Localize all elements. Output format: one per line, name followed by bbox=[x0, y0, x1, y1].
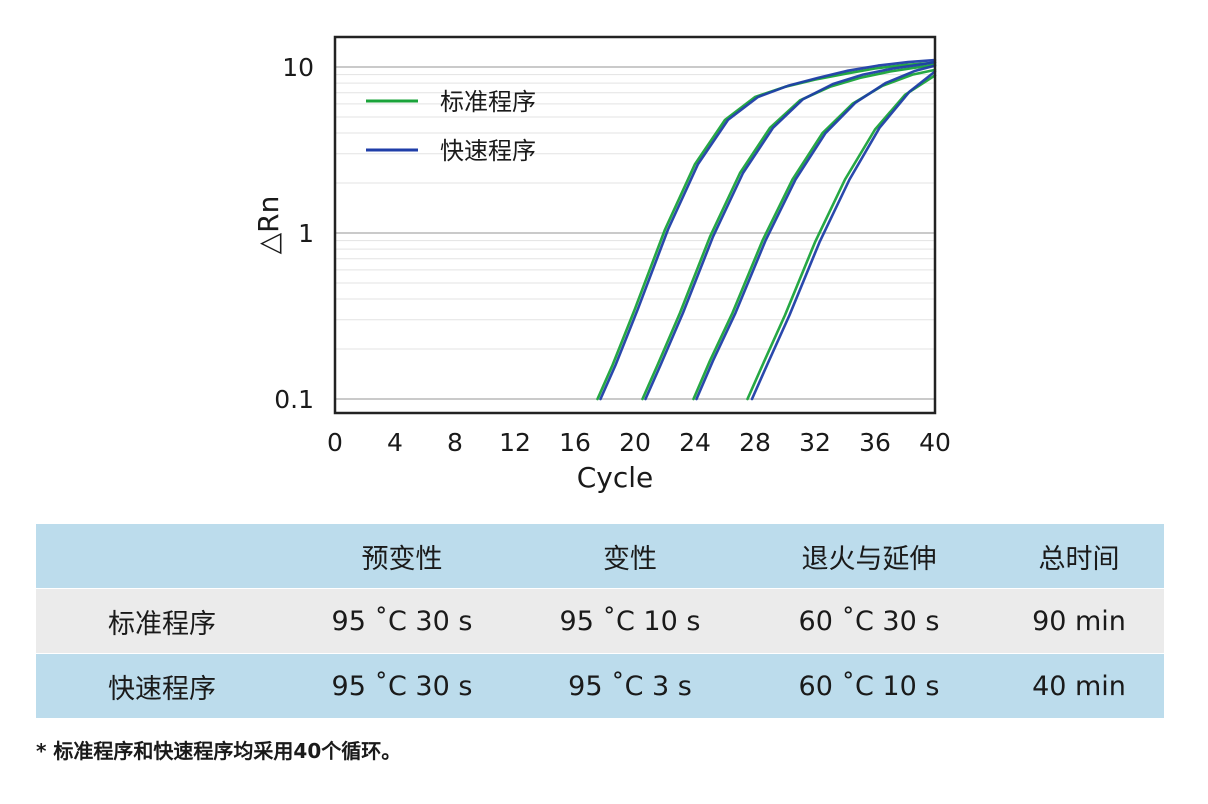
table-row-standard: 标准程序 95 ˚C 30 s 95 ˚C 10 s 60 ˚C 30 s 90… bbox=[36, 588, 1164, 654]
table-row-fast: 快速程序 95 ˚C 30 s 95 ˚C 3 s 60 ˚C 10 s 40 … bbox=[36, 653, 1164, 718]
amplification-curves bbox=[596, 58, 937, 401]
chart-gridlines bbox=[335, 66, 935, 400]
curve-line bbox=[599, 58, 937, 401]
legend-label-fast: 快速程序 bbox=[440, 137, 536, 165]
cell-total-time: 90 min bbox=[994, 588, 1164, 654]
row-label: 快速程序 bbox=[36, 653, 288, 718]
curve-line bbox=[750, 70, 937, 401]
header-total-time: 总时间 bbox=[1038, 543, 1120, 575]
curve-line bbox=[641, 63, 937, 401]
cell-total-time: 40 min bbox=[994, 653, 1164, 718]
x-tick-label: 32 bbox=[799, 428, 831, 457]
x-tick-label: 24 bbox=[679, 428, 711, 457]
header-cell-empty bbox=[36, 524, 288, 589]
y-tick-label: 1 bbox=[298, 219, 314, 248]
legend-label-standard: 标准程序 bbox=[440, 88, 536, 116]
header-initial-denaturation: 预变性 bbox=[361, 543, 443, 575]
header-annealing-extension: 退火与延伸 bbox=[801, 543, 937, 575]
chart-legend: 标准程序 快速程序 bbox=[366, 88, 536, 165]
curve-line bbox=[596, 61, 937, 401]
x-tick-label: 28 bbox=[739, 428, 771, 457]
cell-annealing-extension: 60 ˚C 30 s bbox=[744, 588, 994, 654]
x-tick-label: 12 bbox=[499, 428, 531, 457]
curve-line bbox=[644, 60, 937, 401]
y-axis-ticks: 0.1 1 10 bbox=[274, 53, 314, 414]
x-tick-label: 16 bbox=[559, 428, 591, 457]
cell-initial-denaturation: 95 ˚C 30 s bbox=[288, 653, 516, 718]
header-denaturation: 变性 bbox=[603, 543, 657, 575]
x-tick-label: 20 bbox=[619, 428, 651, 457]
cell-annealing-extension: 60 ˚C 10 s bbox=[744, 653, 994, 718]
footnote: * 标准程序和快速程序均采用40个循环。 bbox=[36, 739, 402, 763]
y-tick-label: 0.1 bbox=[274, 385, 314, 414]
y-axis-title: △Rn bbox=[252, 196, 285, 255]
curve-line bbox=[692, 68, 937, 401]
cell-initial-denaturation: 95 ˚C 30 s bbox=[288, 588, 516, 654]
curve-line bbox=[746, 74, 937, 401]
plot-area-frame bbox=[333, 35, 937, 415]
x-tick-label: 4 bbox=[387, 428, 403, 457]
x-tick-label: 40 bbox=[919, 428, 951, 457]
x-tick-label: 36 bbox=[859, 428, 891, 457]
x-tick-label: 0 bbox=[327, 428, 343, 457]
x-axis-title: Cycle bbox=[577, 461, 654, 494]
protocol-comparison-table: 预变性 变性 退火与延伸 总时间 标准程序 95 ˚C 30 s 95 ˚C 1… bbox=[36, 524, 1164, 718]
row-label: 标准程序 bbox=[36, 588, 288, 654]
table-header-row: 预变性 变性 退火与延伸 总时间 bbox=[36, 524, 1164, 589]
cell-denaturation: 95 ˚C 3 s bbox=[516, 653, 744, 718]
y-tick-label: 10 bbox=[282, 53, 314, 82]
curve-line bbox=[695, 64, 937, 401]
x-axis-ticks: 0 4 8 12 16 20 24 28 32 36 40 bbox=[327, 428, 951, 457]
x-tick-label: 8 bbox=[447, 428, 463, 457]
cell-denaturation: 95 ˚C 10 s bbox=[516, 588, 744, 654]
amplification-chart: 0 4 8 12 16 20 24 28 32 36 40 0.1 1 10 Cycle △Rn 标准程… bbox=[252, 35, 951, 494]
